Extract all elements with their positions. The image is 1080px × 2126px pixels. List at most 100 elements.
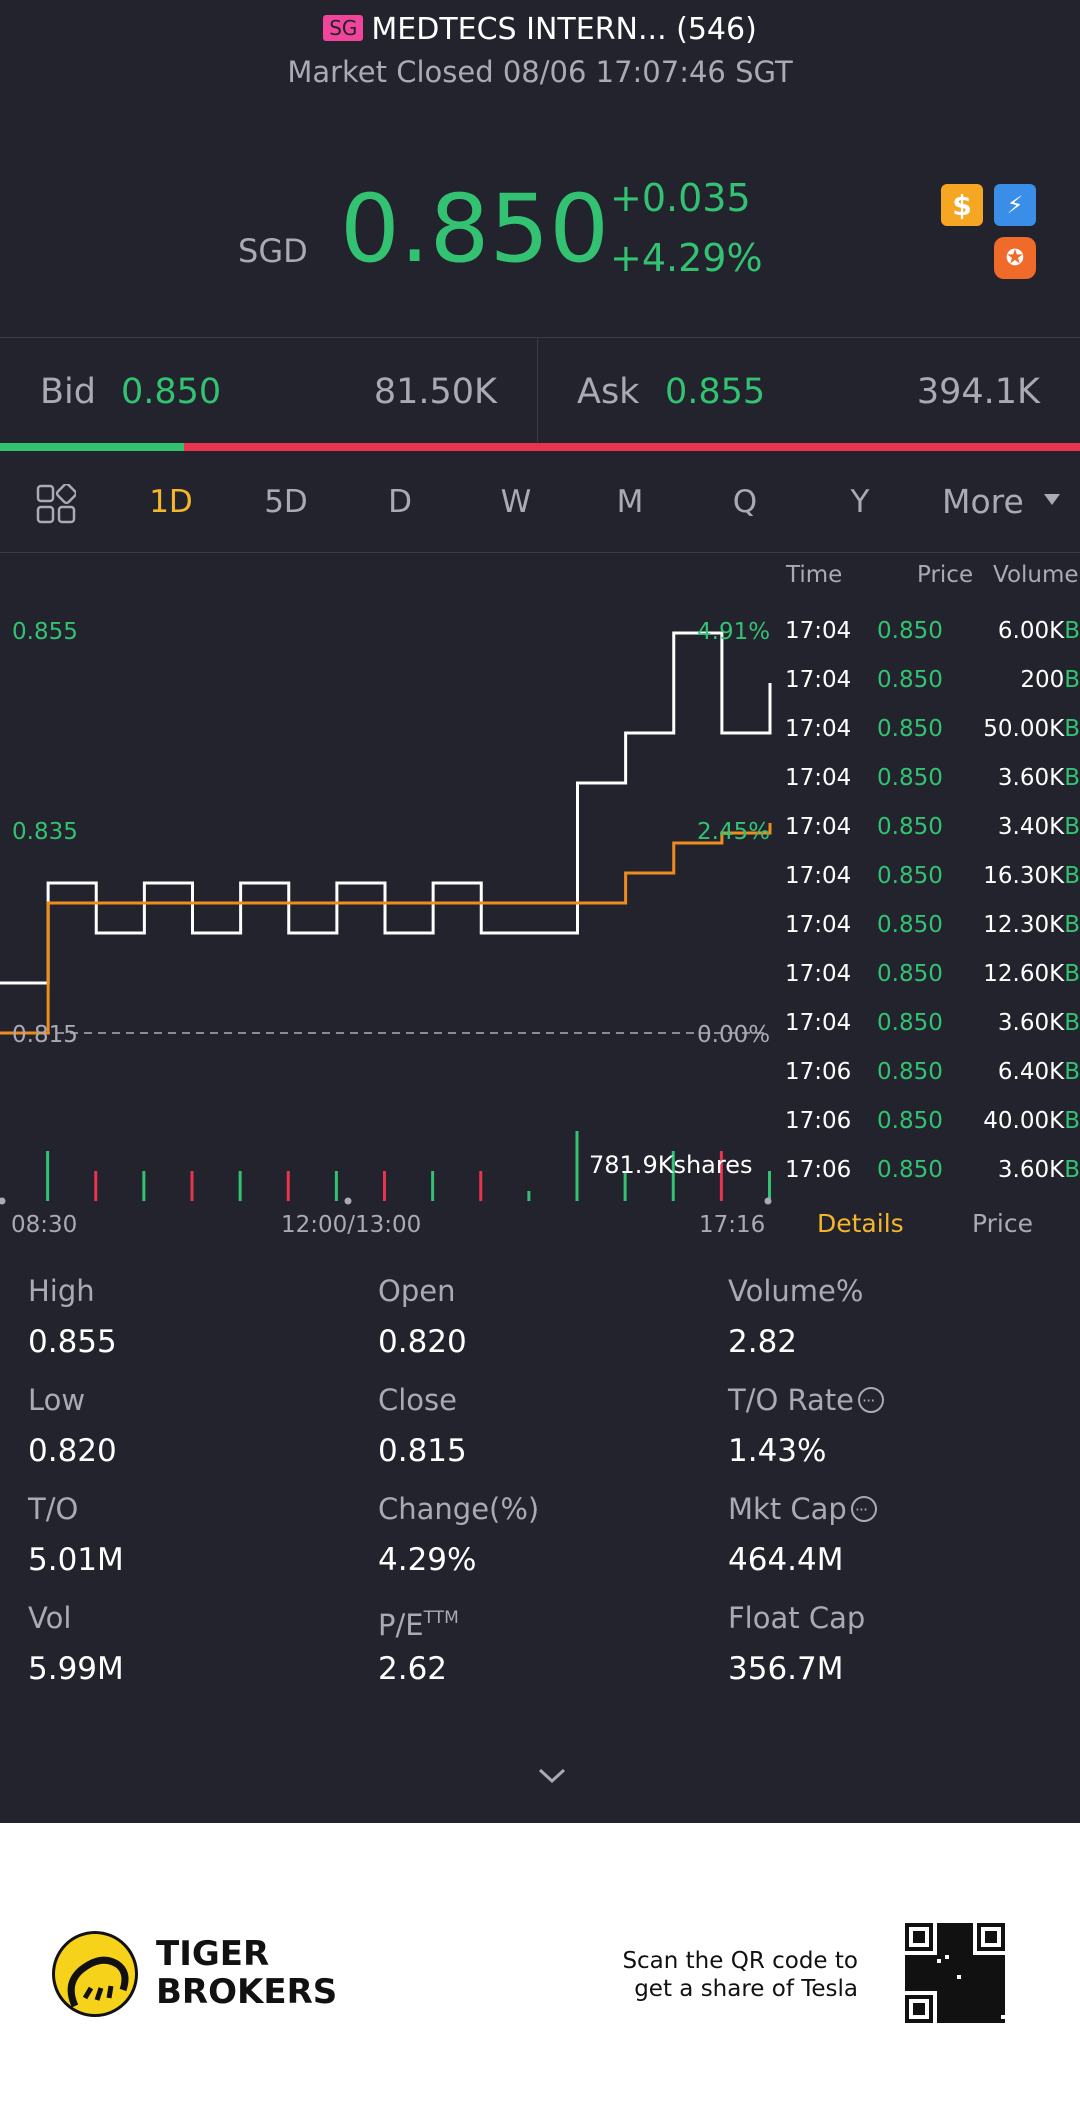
market-status: Market Closed 08/06 17:07:46 SGT [287,55,793,89]
qr-module [977,1963,981,1967]
qr-module [905,1963,909,1967]
qr-module [989,1979,993,1983]
price-line [0,631,772,985]
qr-module [925,1983,929,1987]
stat-close-label: Close [378,1383,457,1417]
stat-floatcap-label: Float Cap [728,1601,866,1635]
tab-y[interactable]: Y [850,484,870,520]
trade-price: 0.850 [877,618,943,644]
info-icon[interactable] [850,1490,877,1530]
qr-module [981,2011,985,2015]
trade-volume-value: 50.00K [983,716,1065,742]
qr-module [969,1935,973,1939]
dollar-icon[interactable]: $ [941,184,983,226]
qr-module [917,1967,921,1971]
tab-price[interactable]: Price [972,1209,1033,1238]
trade-volume: 3.60KB [998,1008,1080,1038]
trade-side: B [1064,1108,1080,1134]
bid-ask-divider [537,338,538,442]
qr-module [937,1995,941,1999]
qr-module [925,1979,929,1983]
qr-module [965,1967,969,1971]
margin-badge-icon[interactable]: ✪ [994,237,1036,279]
qr-module [997,1975,1001,1979]
qr-module [969,1963,973,1967]
qr-module [957,1995,961,1999]
intraday-chart[interactable]: 0.855 4.91% 0.835 2.45% 0.815 0.00% 781.… [0,555,775,1205]
qr-module [913,1955,917,1959]
qr-module [961,2019,965,2023]
layout-grid-icon[interactable] [36,484,76,524]
qr-module [937,2007,941,2011]
qr-module [949,1939,953,1943]
qr-module [965,1983,969,1987]
lightning-icon[interactable]: ⚡ [994,184,1036,226]
qr-module [945,1931,949,1935]
qr-module [945,1951,949,1955]
qr-module [957,2019,961,2023]
tab-d[interactable]: D [388,484,412,520]
qr-module [953,1967,957,1971]
tab-q[interactable]: Q [732,484,758,520]
qr-module [973,1991,977,1995]
qr-caption: Scan the QR code to get a share of Tesla [622,1947,858,2003]
ask-ratio-bar [184,443,1080,451]
expand-chevron-icon[interactable] [538,1768,566,1784]
qr-module [949,1947,953,1951]
stock-name: MEDTECS INTERN... (546) [371,12,757,47]
qr-module [949,1955,953,1959]
trade-row: 17:04 0.850 3.40KB [785,812,1080,861]
trade-row: 17:04 0.850 6.00KB [785,616,1080,665]
qr-module [909,1979,913,1983]
qr-module [965,1951,969,1955]
qr-module [937,1999,941,2003]
qr-module [965,1955,969,1959]
qr-module [929,1979,933,1983]
qr-module [997,1963,1001,1967]
stat-mktcap-text: Mkt Cap [728,1492,847,1526]
qr-module [981,1975,985,1979]
tab-w[interactable]: W [500,484,532,520]
qr-module [953,1951,957,1955]
qr-module [905,1955,909,1959]
tab-m[interactable]: M [616,484,644,520]
qr-module [937,1955,941,1959]
qr-module [993,1999,997,2003]
trade-side: B [1064,1059,1080,1085]
tab-details[interactable]: Details [817,1209,904,1238]
qr-module [965,1987,969,1991]
x-label-start: 08:30 [11,1212,78,1238]
trade-volume: 3.60KB [998,763,1080,793]
info-icon[interactable] [858,1381,885,1421]
more-tab[interactable]: More [942,482,1024,521]
trade-price: 0.850 [877,765,943,791]
trade-price: 0.850 [877,814,943,840]
qr-module [1001,2019,1005,2023]
qr-module [961,1995,965,1999]
qr-module [961,1927,965,1931]
qr-module [977,1971,981,1975]
brand-line-2: BROKERS [156,1972,338,2012]
stat-floatcap: 356.7M [728,1651,844,1687]
qr-module [949,2003,953,2007]
qr-module [961,1943,965,1947]
trade-price: 0.850 [877,1010,943,1036]
qr-module [925,1971,929,1975]
qr-module [949,1975,953,1979]
qr-module [985,2019,989,2023]
trade-volume-value: 12.30K [983,912,1065,938]
chevron-down-icon[interactable] [1044,494,1060,505]
tab-5d[interactable]: 5D [264,484,308,520]
qr-module [969,1927,973,1931]
qr-module [977,1983,981,1987]
qr-module [941,1967,945,1971]
qr-module [905,1983,909,1987]
trade-time: 17:06 [785,1108,852,1134]
qr-module [953,1991,957,1995]
qr-module [949,1999,953,2003]
qr-module [921,1967,925,1971]
axis-price-mid: 0.835 [12,819,78,845]
tab-1d[interactable]: 1D [149,484,193,520]
qr-module [965,2011,969,2015]
qr-module [977,1975,981,1979]
